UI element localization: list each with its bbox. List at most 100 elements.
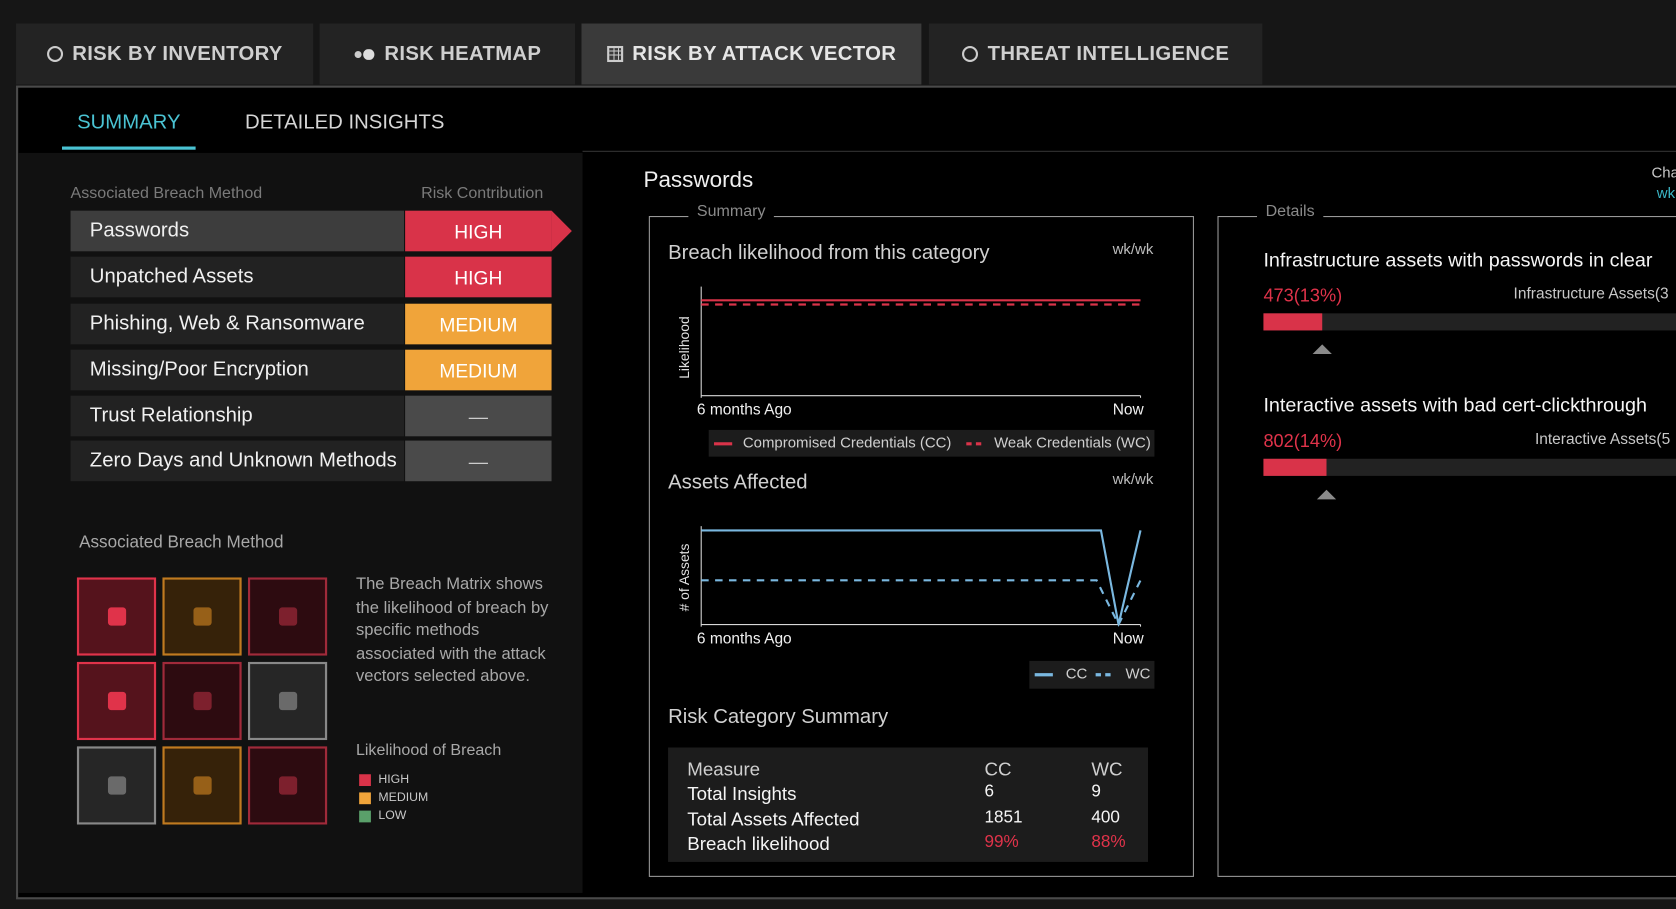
table-header: CC bbox=[984, 758, 1012, 780]
matrix-description: The Breach Matrix shows the likelihood o… bbox=[355, 575, 549, 686]
risk-badge: MEDIUM bbox=[405, 303, 552, 345]
box-label: Details bbox=[1257, 202, 1324, 221]
x-tick-label: 6 months Ago bbox=[697, 631, 792, 648]
chart-title: Assets Affected bbox=[668, 472, 807, 494]
tab-icon bbox=[962, 45, 979, 63]
subtab-bar-line bbox=[582, 150, 1676, 152]
matrix-cell[interactable] bbox=[76, 746, 157, 825]
method-name[interactable]: Zero Days and Unknown Methods bbox=[70, 440, 405, 482]
matrix-icon bbox=[107, 691, 127, 711]
corner-link[interactable]: wk bbox=[1656, 183, 1676, 202]
tab-icon bbox=[606, 45, 623, 63]
matrix-cell[interactable] bbox=[162, 661, 242, 741]
progress-marker bbox=[1312, 344, 1332, 354]
tab[interactable]: RISK HEATMAP bbox=[319, 23, 576, 85]
column-header: Associated Breach Method bbox=[70, 183, 263, 203]
matrix-icon bbox=[193, 691, 212, 711]
method-name[interactable]: Unpatched Assets bbox=[70, 256, 405, 298]
legend-title: Likelihood of Breach bbox=[355, 741, 502, 760]
table-cell: 99% bbox=[984, 833, 1019, 852]
table-title: Risk Category Summary bbox=[668, 705, 889, 729]
legend-label: MEDIUM bbox=[378, 791, 429, 805]
chart-title: Breach likelihood from this category bbox=[668, 242, 990, 264]
legend-swatch bbox=[359, 810, 371, 823]
legend-swatch bbox=[359, 792, 371, 805]
column-header: Risk Contribution bbox=[421, 183, 544, 203]
table-cell: Total Assets Affected bbox=[687, 807, 860, 830]
matrix-cell[interactable] bbox=[162, 746, 242, 825]
risk-badge: MEDIUM bbox=[405, 349, 552, 391]
matrix-cell[interactable] bbox=[76, 577, 157, 656]
table-cell: 88% bbox=[1091, 833, 1126, 852]
matrix-icon bbox=[107, 776, 127, 795]
risk-badge: — bbox=[405, 440, 552, 482]
tab-label: RISK BY ATTACK VECTOR bbox=[632, 42, 897, 65]
table-cell: Breach likelihood bbox=[687, 833, 830, 855]
matrix-icon bbox=[107, 607, 127, 626]
progress-bar bbox=[1263, 458, 1327, 476]
matrix-icon bbox=[278, 607, 298, 626]
matrix-cell[interactable] bbox=[162, 577, 242, 656]
tab-label: RISK HEATMAP bbox=[384, 42, 542, 65]
tab[interactable]: RISK BY INVENTORY bbox=[16, 23, 314, 85]
tab[interactable]: THREAT INTELLIGENCE bbox=[928, 23, 1263, 85]
tab-icon bbox=[353, 48, 375, 60]
y-axis-label: # of Assets bbox=[676, 543, 692, 611]
subtab[interactable]: DETAILED INSIGHTS bbox=[245, 111, 445, 134]
details-box bbox=[1217, 216, 1676, 877]
risk-badge: HIGH bbox=[405, 210, 552, 252]
legend-label: WC bbox=[1126, 666, 1151, 683]
table-box bbox=[668, 747, 1148, 862]
risk-badge: HIGH bbox=[405, 256, 552, 298]
x-tick-label: Now bbox=[1113, 631, 1145, 648]
table-cell: 400 bbox=[1091, 807, 1120, 827]
corner-label: Cha bbox=[1651, 163, 1676, 181]
legend-label: Compromised Credentials (CC) bbox=[743, 435, 952, 452]
method-name[interactable]: Missing/Poor Encryption bbox=[70, 349, 405, 391]
legend-box bbox=[708, 429, 1155, 457]
matrix-icon bbox=[193, 607, 212, 626]
insight-caption: Infrastructure Assets(3 bbox=[1513, 285, 1669, 303]
legend-swatch bbox=[359, 774, 371, 787]
insight-title: Infrastructure assets with passwords in … bbox=[1263, 248, 1653, 271]
tab-icon bbox=[46, 45, 63, 63]
y-axis-label: Likelihood bbox=[676, 316, 692, 379]
matrix-cell[interactable] bbox=[247, 746, 328, 825]
insight-title: Interactive assets with bad cert-clickth… bbox=[1263, 393, 1648, 416]
table-header: Measure bbox=[687, 758, 761, 780]
progress-marker bbox=[1317, 489, 1337, 500]
summary-title: Passwords bbox=[643, 167, 754, 193]
insight-caption: Interactive Assets(5 bbox=[1534, 430, 1671, 449]
tab-label: RISK BY INVENTORY bbox=[72, 42, 283, 65]
insight-value: 802(14%) bbox=[1263, 430, 1343, 452]
x-tick-label: 6 months Ago bbox=[697, 402, 792, 419]
insight-value: 473(13%) bbox=[1263, 285, 1343, 306]
table-cell: 9 bbox=[1091, 782, 1101, 801]
legend-label: HIGH bbox=[378, 773, 410, 787]
matrix-cell[interactable] bbox=[247, 661, 328, 741]
chart-annotation: wk/wk bbox=[1112, 471, 1154, 488]
progress-track bbox=[1263, 313, 1676, 331]
legend-label: CC bbox=[1066, 666, 1088, 683]
matrix-cell[interactable] bbox=[247, 577, 328, 656]
box-label: Summary bbox=[688, 202, 775, 221]
chart-annotation: wk/wk bbox=[1112, 241, 1154, 258]
series-line bbox=[701, 529, 1142, 625]
matrix-icon bbox=[278, 776, 298, 795]
subtab-underline bbox=[61, 146, 196, 150]
method-name[interactable]: Passwords bbox=[70, 210, 405, 252]
subtab[interactable]: SUMMARY bbox=[77, 111, 181, 134]
risk-badge: — bbox=[405, 395, 552, 437]
x-tick-label: Now bbox=[1113, 402, 1145, 419]
series-line bbox=[701, 579, 1142, 627]
table-cell: 6 bbox=[984, 782, 994, 801]
tab[interactable]: RISK BY ATTACK VECTOR bbox=[581, 23, 922, 85]
progress-bar bbox=[1263, 313, 1323, 331]
matrix-cell[interactable] bbox=[76, 661, 157, 741]
section-title: Associated Breach Method bbox=[79, 533, 284, 552]
tab-label: THREAT INTELLIGENCE bbox=[987, 42, 1230, 65]
matrix-icon bbox=[278, 691, 298, 711]
method-name[interactable]: Phishing, Web & Ransomware bbox=[70, 303, 405, 345]
method-name[interactable]: Trust Relationship bbox=[70, 395, 405, 437]
